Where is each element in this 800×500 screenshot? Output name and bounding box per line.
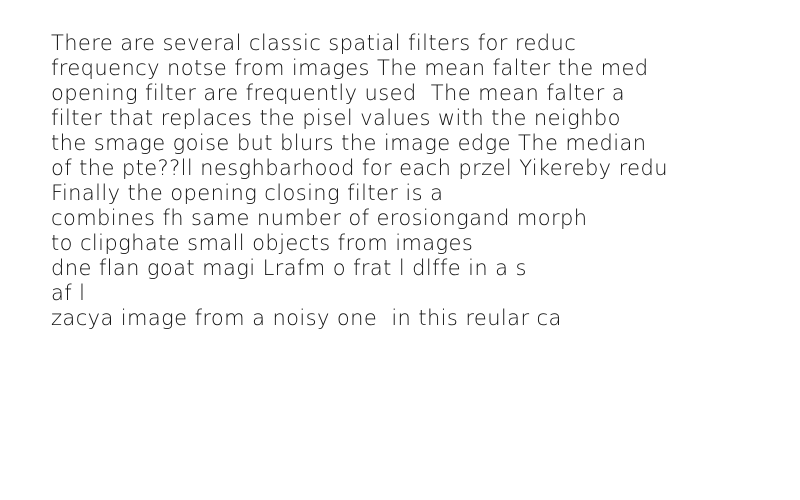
text-line-11: af l bbox=[51, 281, 86, 305]
text-line-1: There are several classic spatial filter… bbox=[51, 31, 577, 55]
text-line-8: combines fh same number of erosiongand m… bbox=[51, 206, 588, 230]
text-line-2: frequency notse from images The mean fal… bbox=[51, 56, 649, 80]
text-line-12: zacya image from a noisy one in this reu… bbox=[51, 306, 562, 330]
text-line-4: filter that replaces the pisel values wi… bbox=[51, 106, 621, 130]
text-line-7: Finally the opening closing filter is a bbox=[51, 181, 444, 205]
text-line-10: dne flan goat magi Lrafm o frat l dlffe … bbox=[51, 256, 527, 280]
document-text-block: There are several classic spatial filter… bbox=[51, 31, 791, 331]
text-line-5: the smage goise but blurs the image edge… bbox=[51, 131, 647, 155]
text-line-9: to clipghate small objects from images bbox=[51, 231, 474, 255]
text-line-3: opening filter are frequently used The m… bbox=[51, 81, 625, 105]
text-line-6: of the pte??ll nesghbarhood for each prz… bbox=[51, 156, 668, 180]
